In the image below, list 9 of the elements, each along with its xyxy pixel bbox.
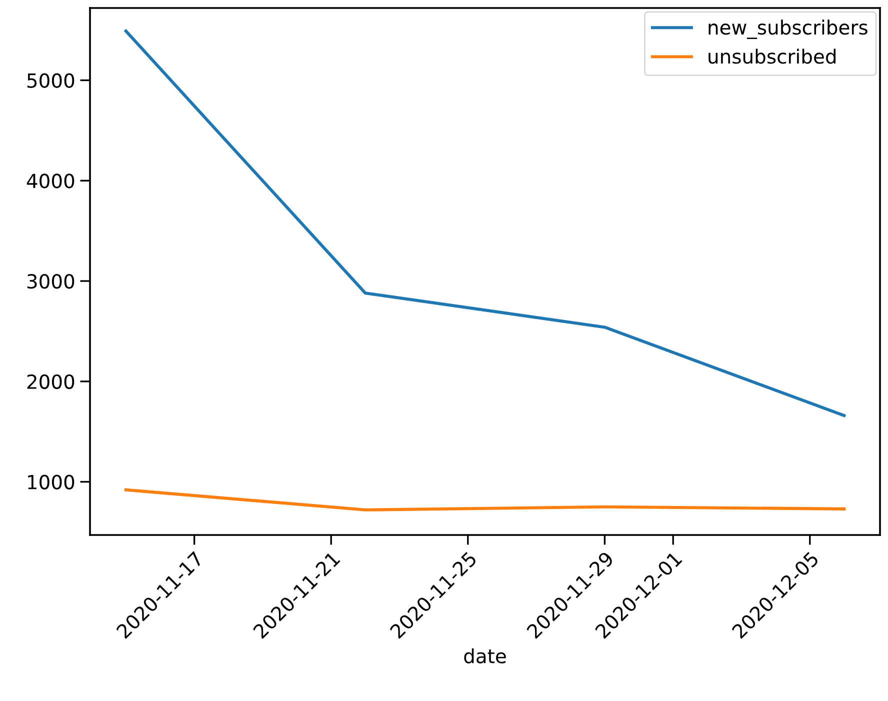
y-tick-label: 1000 — [28, 474, 74, 490]
y-tick-label: 2000 — [27, 374, 74, 390]
legend-label: unsubscribed — [708, 48, 836, 64]
y-tick-label: 4000 — [26, 174, 74, 188]
x-axis-title: date — [464, 648, 506, 664]
legend-label: new_subscribers — [708, 20, 868, 40]
line-series — [124, 488, 846, 512]
y-tick-label: 5000 — [27, 73, 74, 88]
y-tick-label: 3000 — [27, 274, 74, 289]
